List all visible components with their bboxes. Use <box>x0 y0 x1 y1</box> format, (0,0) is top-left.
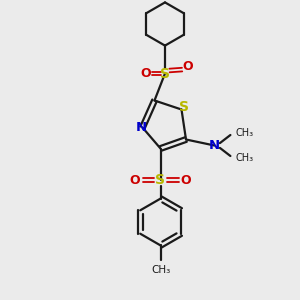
Text: N: N <box>209 139 220 152</box>
Text: S: S <box>179 100 189 114</box>
Text: N: N <box>135 121 147 134</box>
Text: O: O <box>140 67 151 80</box>
Text: O: O <box>181 173 191 187</box>
Text: CH₃: CH₃ <box>151 265 170 275</box>
Text: O: O <box>130 173 140 187</box>
Text: CH₃: CH₃ <box>236 153 253 163</box>
Text: CH₃: CH₃ <box>236 128 253 138</box>
Text: O: O <box>182 59 193 73</box>
Text: S: S <box>160 67 170 80</box>
Text: S: S <box>155 173 166 187</box>
